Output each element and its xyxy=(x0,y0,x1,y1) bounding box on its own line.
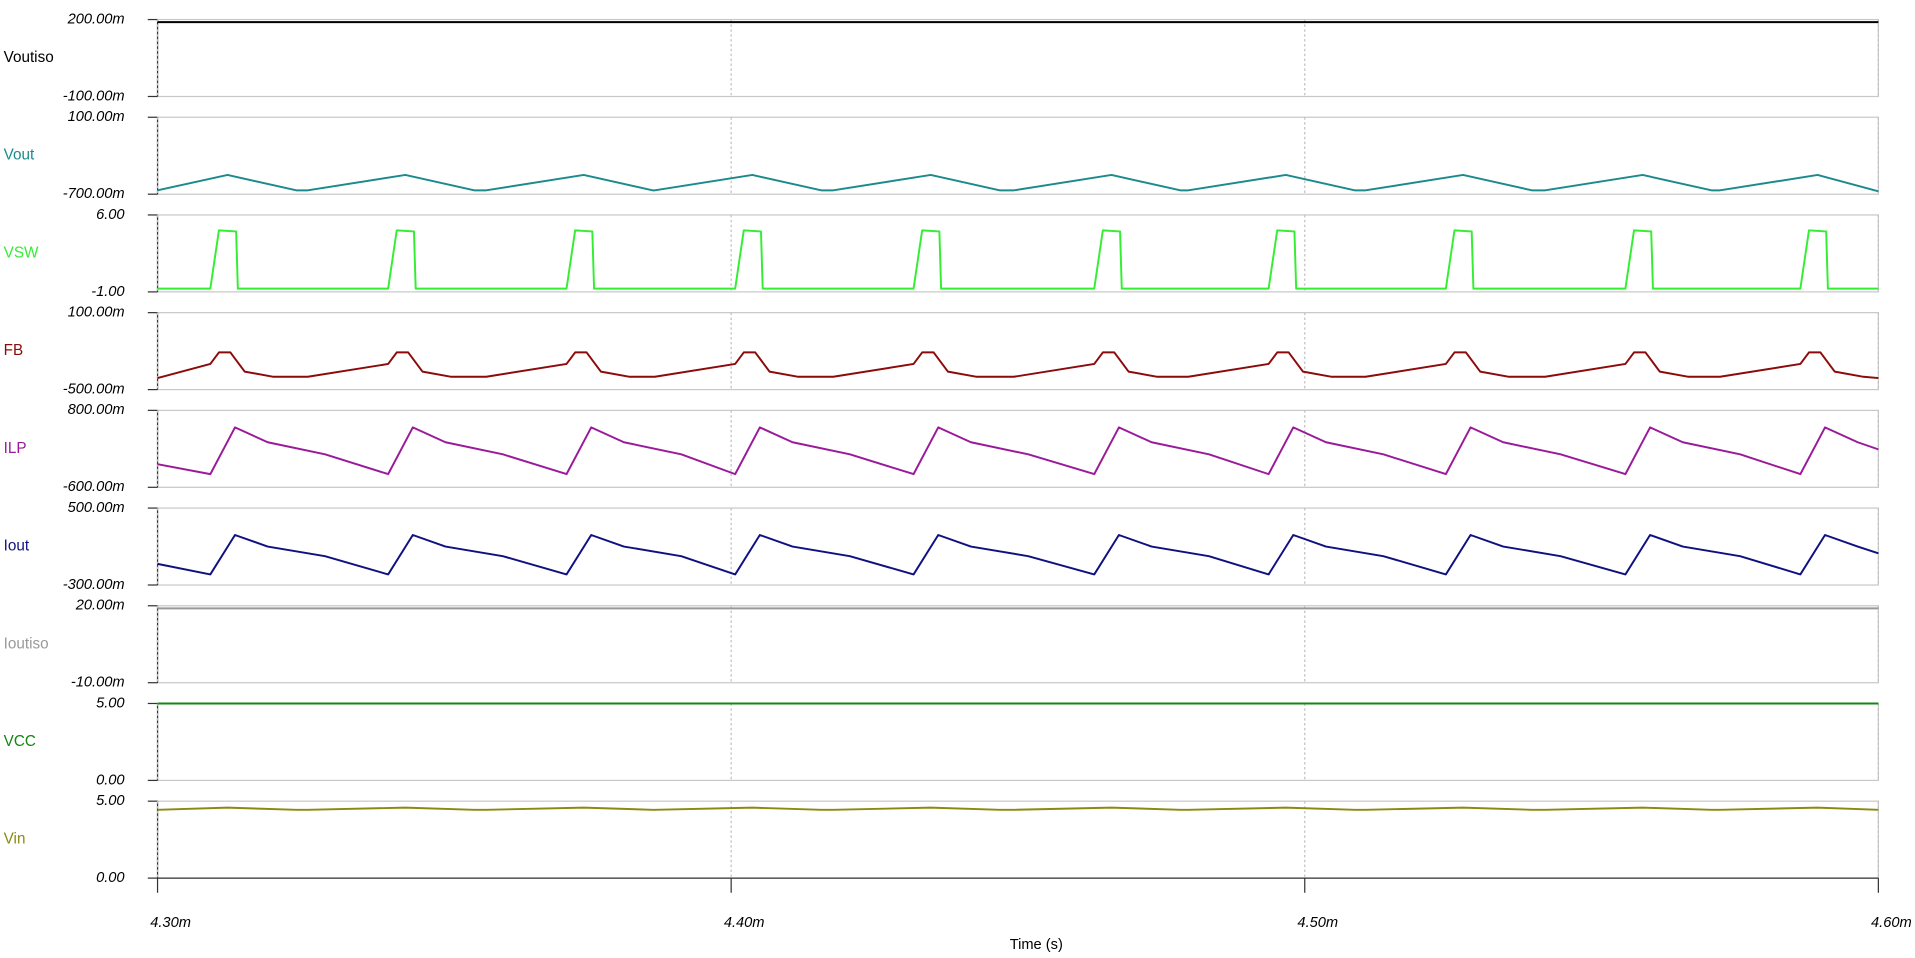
y-tick-label: 800.00m xyxy=(68,402,125,418)
panel-frame xyxy=(156,702,1879,782)
x-tick-label: 4.60m xyxy=(1871,915,1912,931)
panel-frame xyxy=(156,800,1879,879)
y-tick-label: -700.00m xyxy=(63,186,125,202)
series-name: VCC xyxy=(4,733,36,750)
series-line xyxy=(157,534,1879,576)
y-tick-label: -100.00m xyxy=(63,88,125,104)
y-tick-label: 100.00m xyxy=(68,109,125,125)
x-tick-label: 4.40m xyxy=(724,915,765,931)
series-line xyxy=(157,426,1879,476)
series-name: Voutiso xyxy=(4,49,54,66)
y-tick-label: 0.00 xyxy=(96,772,125,788)
y-tick-label: 20.00m xyxy=(75,598,125,614)
series-line xyxy=(157,806,1879,811)
x-tick-label: 4.50m xyxy=(1297,915,1338,931)
series-name: Ioutiso xyxy=(4,635,49,652)
y-tick-label: 500.00m xyxy=(68,500,125,516)
y-tick-label: 5.00 xyxy=(96,793,125,809)
series-line xyxy=(157,229,1879,290)
x-tick-label: 4.30m xyxy=(150,915,191,931)
y-tick-label: -600.00m xyxy=(63,479,125,495)
series-name: Vin xyxy=(4,831,26,848)
y-tick-label: 100.00m xyxy=(68,305,125,321)
y-tick-label: -500.00m xyxy=(63,381,125,397)
y-tick-label: 5.00 xyxy=(96,695,125,711)
panel-frame xyxy=(156,409,1879,488)
y-tick-label: 200.00m xyxy=(67,11,125,27)
series-name: Vout xyxy=(4,147,35,164)
panel-frame xyxy=(156,116,1879,195)
series-name: FB xyxy=(4,342,24,359)
y-tick-label: 6.00 xyxy=(96,207,125,223)
series-name: ILP xyxy=(4,440,27,457)
y-tick-label: 0.00 xyxy=(96,870,125,886)
y-tick-label: -300.00m xyxy=(63,577,125,593)
y-tick-label: -1.00 xyxy=(91,284,125,300)
series-name: VSW xyxy=(4,244,39,261)
series-line xyxy=(157,351,1879,380)
y-tick-label: -10.00m xyxy=(71,675,125,691)
panel-frame xyxy=(156,605,1879,684)
panel-frame xyxy=(156,18,1879,98)
panel-frame xyxy=(156,312,1879,391)
series-line xyxy=(157,173,1879,193)
series-name: Iout xyxy=(4,538,30,555)
x-axis-title: Time (s) xyxy=(1010,937,1063,953)
